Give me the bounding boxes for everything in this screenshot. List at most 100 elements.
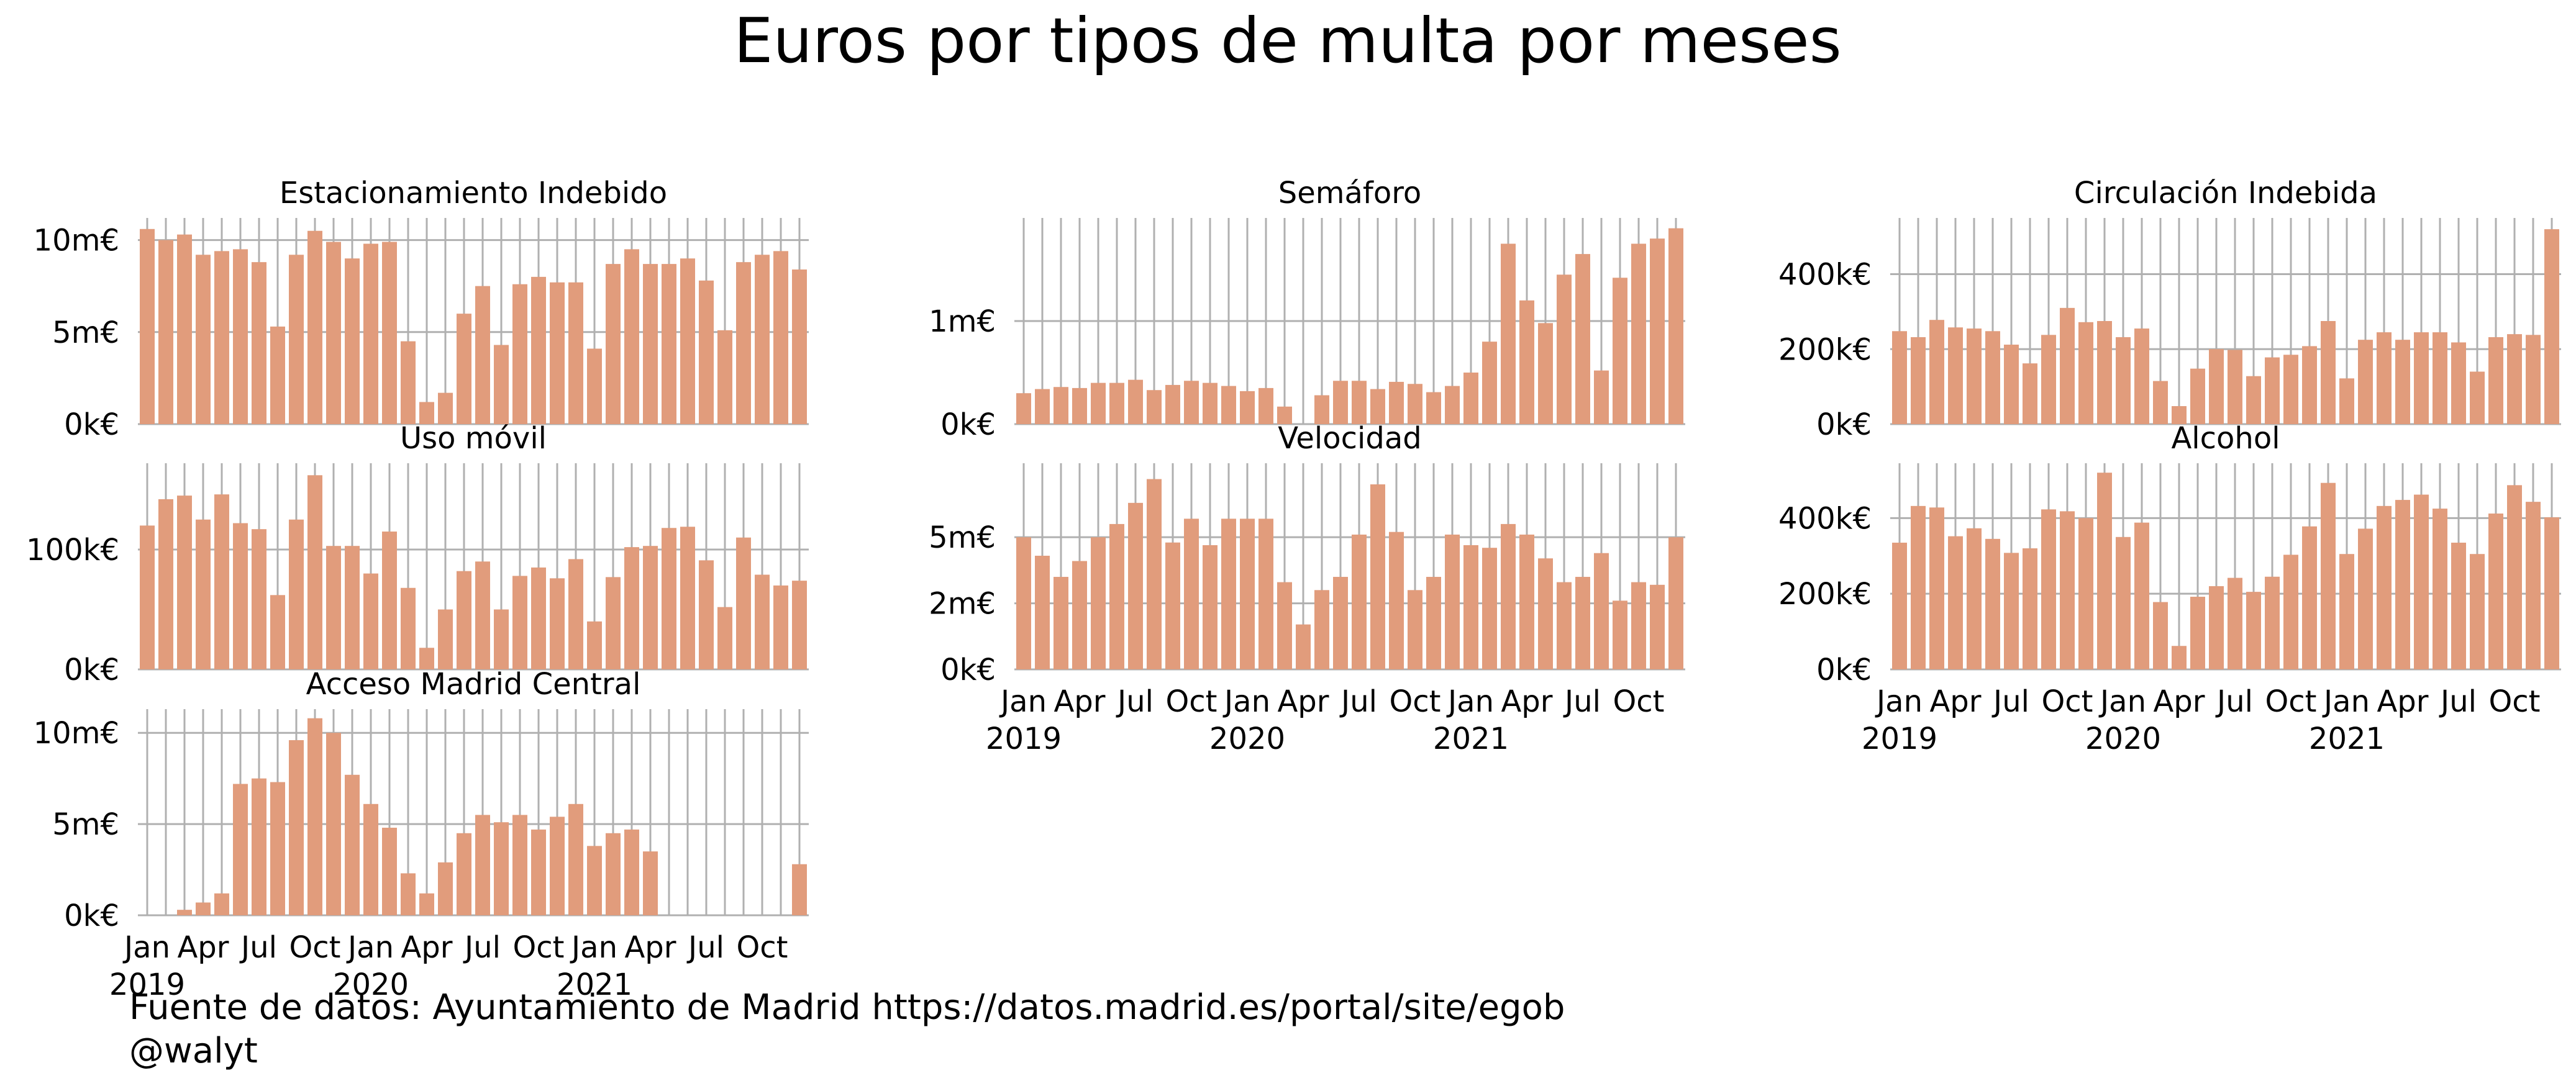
footer-author: @walyt [129, 1031, 258, 1071]
bar [1389, 532, 1404, 669]
bar [475, 561, 490, 669]
x-tick-label: Jan [122, 930, 170, 965]
bar [624, 547, 639, 669]
bar [680, 527, 695, 669]
bar [345, 546, 360, 669]
bar [196, 255, 211, 424]
bar [457, 571, 471, 669]
bar [494, 609, 509, 669]
bar [773, 585, 788, 669]
bar [1929, 320, 1944, 424]
bar [1892, 331, 1907, 424]
bar [755, 574, 770, 669]
bar [2283, 555, 2298, 669]
bar [1501, 523, 1516, 669]
bar [2116, 337, 2131, 424]
bar [1650, 238, 1665, 424]
bar [1594, 370, 1609, 424]
bar [2544, 229, 2559, 424]
y-tick-label: 400k€ [1778, 258, 1872, 292]
bar [494, 822, 509, 915]
bar [606, 833, 621, 915]
bar [512, 284, 527, 424]
bar [606, 264, 621, 424]
bar [2451, 342, 2466, 424]
bar [2414, 332, 2429, 424]
subplot-title: Acceso Madrid Central [306, 667, 641, 702]
x-tick-label: Apr [1277, 684, 1329, 719]
bar [1370, 389, 1385, 424]
x-year-label: 2020 [1209, 722, 1285, 756]
bar [1519, 300, 1534, 424]
bar [2451, 542, 2466, 669]
bar [1631, 582, 1646, 669]
bar [1948, 536, 1963, 669]
bar [289, 519, 304, 669]
bar [2023, 548, 2037, 669]
bar [270, 595, 285, 669]
bar [1035, 555, 1050, 669]
bar [1314, 395, 1329, 424]
y-tick-label: 10m€ [34, 224, 119, 258]
bar [1333, 577, 1348, 669]
bar [2209, 586, 2224, 669]
y-tick-label: 5m€ [52, 807, 119, 842]
bar [2209, 349, 2224, 424]
bar [1967, 328, 1982, 424]
bar [307, 475, 322, 669]
x-tick-label: Jul [1339, 684, 1377, 719]
bar [2153, 381, 2168, 424]
bar [438, 392, 453, 424]
x-year-label: 2019 [986, 722, 1062, 756]
bar [550, 282, 565, 424]
x-tick-label: Jan [2098, 684, 2146, 719]
bar [1557, 274, 1572, 424]
bar [326, 546, 341, 669]
bar [140, 525, 155, 669]
bar [512, 815, 527, 915]
bar [643, 851, 658, 915]
x-tick-label: Jul [1991, 684, 2029, 719]
bar [2302, 346, 2317, 424]
bar [2265, 357, 2280, 424]
bar [568, 559, 583, 669]
bar [1445, 534, 1460, 669]
bar [643, 264, 658, 424]
bar [2060, 307, 2075, 424]
bar [326, 733, 341, 915]
x-tick-label: Jan [1222, 684, 1270, 719]
bar [2283, 355, 2298, 424]
bar [345, 258, 360, 424]
x-tick-label: Apr [1501, 684, 1552, 719]
bar [363, 573, 378, 669]
bar [2078, 518, 2093, 669]
x-year-label: 2019 [109, 967, 185, 1002]
bar [2228, 350, 2242, 424]
bar [2190, 597, 2205, 669]
bar [2134, 522, 2149, 669]
bar [2097, 473, 2112, 669]
bar [1165, 384, 1180, 424]
bar [1109, 383, 1124, 424]
bar [2172, 406, 2187, 424]
bar [1352, 534, 1367, 669]
bar [177, 234, 192, 424]
x-tick-label: Jul [2215, 684, 2253, 719]
bar [773, 251, 788, 424]
y-tick-label: 0k€ [940, 653, 996, 687]
bar [457, 833, 471, 915]
x-tick-label: Oct [1613, 684, 1665, 719]
x-year-label: 2019 [1862, 722, 1937, 756]
x-tick-label: Apr [401, 930, 452, 965]
bar [2526, 335, 2541, 424]
bar [1967, 528, 1982, 669]
y-tick-label: 100k€ [26, 533, 119, 568]
bar [1277, 406, 1292, 424]
bar [419, 402, 434, 424]
bar [382, 242, 397, 424]
bar [289, 255, 304, 424]
x-tick-label: Oct [2265, 684, 2317, 719]
y-tick-label: 5m€ [52, 315, 119, 350]
bar [550, 578, 565, 669]
bar [1035, 389, 1050, 424]
